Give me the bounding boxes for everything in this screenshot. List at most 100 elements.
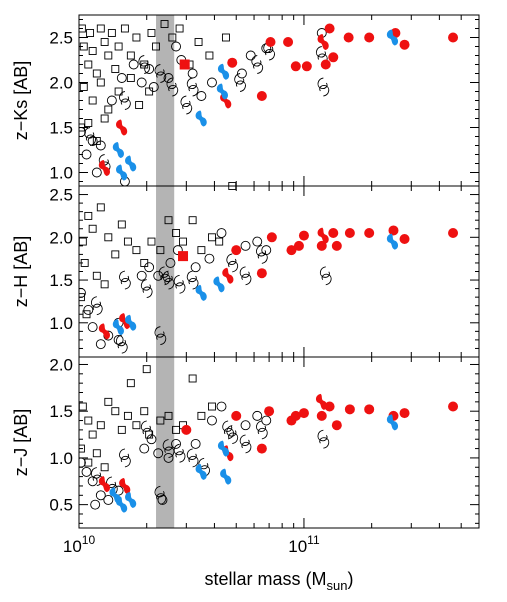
red-spiral-point xyxy=(317,227,329,244)
spiral-galaxy-point xyxy=(186,448,199,468)
open-square-point xyxy=(194,38,203,46)
red-circle-point xyxy=(316,240,327,251)
red-circle-point xyxy=(301,61,312,72)
open-square-point xyxy=(147,29,156,37)
open-square-point xyxy=(188,216,197,225)
y-axis-label: z−Ks [AB] xyxy=(11,61,31,141)
mass-limit-band xyxy=(156,15,175,528)
blue-spiral-point xyxy=(116,164,128,181)
open-square-point xyxy=(147,237,156,246)
spiral-galaxy-point xyxy=(140,420,153,440)
red-circle-point xyxy=(290,410,301,421)
open-square-point xyxy=(79,24,86,33)
red-circle-point xyxy=(328,228,339,239)
open-circle-point xyxy=(204,253,215,264)
open-square-point xyxy=(126,379,135,388)
red-circle-point xyxy=(344,228,355,239)
open-circle-point xyxy=(95,339,106,350)
spiral-galaxy-point xyxy=(251,55,264,74)
open-square-point xyxy=(79,444,85,453)
open-square-point xyxy=(120,24,129,33)
blue-spiral-point xyxy=(125,491,137,508)
open-square-point xyxy=(84,119,93,127)
red-circle-point xyxy=(181,424,192,435)
open-circle-point xyxy=(128,59,139,70)
red-spiral-point xyxy=(98,160,111,176)
blue-spiral-point xyxy=(217,440,230,457)
blue-spiral-point xyxy=(112,142,124,158)
open-square-point xyxy=(164,411,173,420)
open-square-point xyxy=(88,224,97,233)
open-circle-point xyxy=(136,270,147,281)
open-square-point xyxy=(140,407,149,416)
y-tick-label: 1.0 xyxy=(49,314,73,333)
red-circle-point xyxy=(290,61,301,72)
open-square-point xyxy=(96,78,105,87)
open-circle-point xyxy=(252,410,263,421)
blue-spiral-point xyxy=(125,314,137,331)
open-circle-point xyxy=(95,490,106,501)
open-square-point xyxy=(221,33,230,42)
open-circle-point xyxy=(95,140,106,151)
spiral-galaxy-point xyxy=(186,270,199,290)
open-circle-point xyxy=(157,495,168,505)
open-square-point xyxy=(88,430,97,439)
red-circle-point xyxy=(399,234,410,245)
open-square-point xyxy=(208,402,216,411)
blue-spiral-point xyxy=(116,496,128,513)
open-circle-point xyxy=(148,82,159,92)
open-square-point xyxy=(96,421,105,430)
red-circle-point xyxy=(324,23,335,34)
open-square-point xyxy=(92,271,101,280)
open-square-point xyxy=(160,20,169,28)
spiral-galaxy-point xyxy=(180,95,193,115)
blue-spiral-point xyxy=(216,83,229,100)
blue-spiral-point xyxy=(195,110,207,127)
spiral-galaxy-point xyxy=(234,73,246,92)
red-circle-point xyxy=(264,406,275,417)
open-circle-point xyxy=(79,287,86,298)
open-square-point xyxy=(114,87,123,96)
red-circle-point xyxy=(283,37,294,47)
x-axis-label: stellar mass (Msun) xyxy=(205,569,354,593)
red-circle-point xyxy=(364,32,375,43)
open-circle-point xyxy=(153,448,164,459)
open-square-point xyxy=(107,29,116,37)
open-square-point xyxy=(135,101,144,109)
red-spiral-point xyxy=(119,313,131,330)
y-axis-label: z−H [AB] xyxy=(11,236,31,308)
spiral-galaxy-point xyxy=(239,266,252,286)
red-circle-point xyxy=(399,39,410,50)
open-square-point xyxy=(88,96,97,105)
open-square-point xyxy=(164,216,173,225)
spiral-galaxy-point xyxy=(226,253,239,273)
open-circle-point xyxy=(207,415,217,426)
open-circle-point xyxy=(83,305,94,315)
open-square-point xyxy=(197,411,206,420)
red-spiral-point xyxy=(98,476,111,493)
spiral-galaxy-point xyxy=(226,425,239,445)
spiral-galaxy-point xyxy=(222,420,234,440)
red-circle-point xyxy=(448,228,459,239)
spiral-galaxy-point xyxy=(319,266,332,286)
open-square-point xyxy=(111,407,120,416)
open-circle-point xyxy=(90,499,101,510)
blue-spiral-point xyxy=(213,276,225,293)
open-circle-point xyxy=(171,438,181,449)
open-square-point xyxy=(123,411,132,420)
red-square-point xyxy=(179,59,190,70)
red-circle-point xyxy=(316,410,327,421)
open-square-point xyxy=(179,237,187,246)
open-circle-point xyxy=(216,228,227,238)
open-square-point xyxy=(215,237,224,246)
open-circle-point xyxy=(207,77,217,88)
spiral-galaxy-point xyxy=(162,439,175,459)
open-square-point xyxy=(123,237,132,246)
open-square-point xyxy=(84,416,93,425)
blue-spiral-point xyxy=(112,319,124,336)
red-circle-point xyxy=(331,240,342,251)
open-square-point xyxy=(84,458,93,467)
open-square-point xyxy=(79,83,88,91)
red-spiral-point xyxy=(116,119,128,136)
